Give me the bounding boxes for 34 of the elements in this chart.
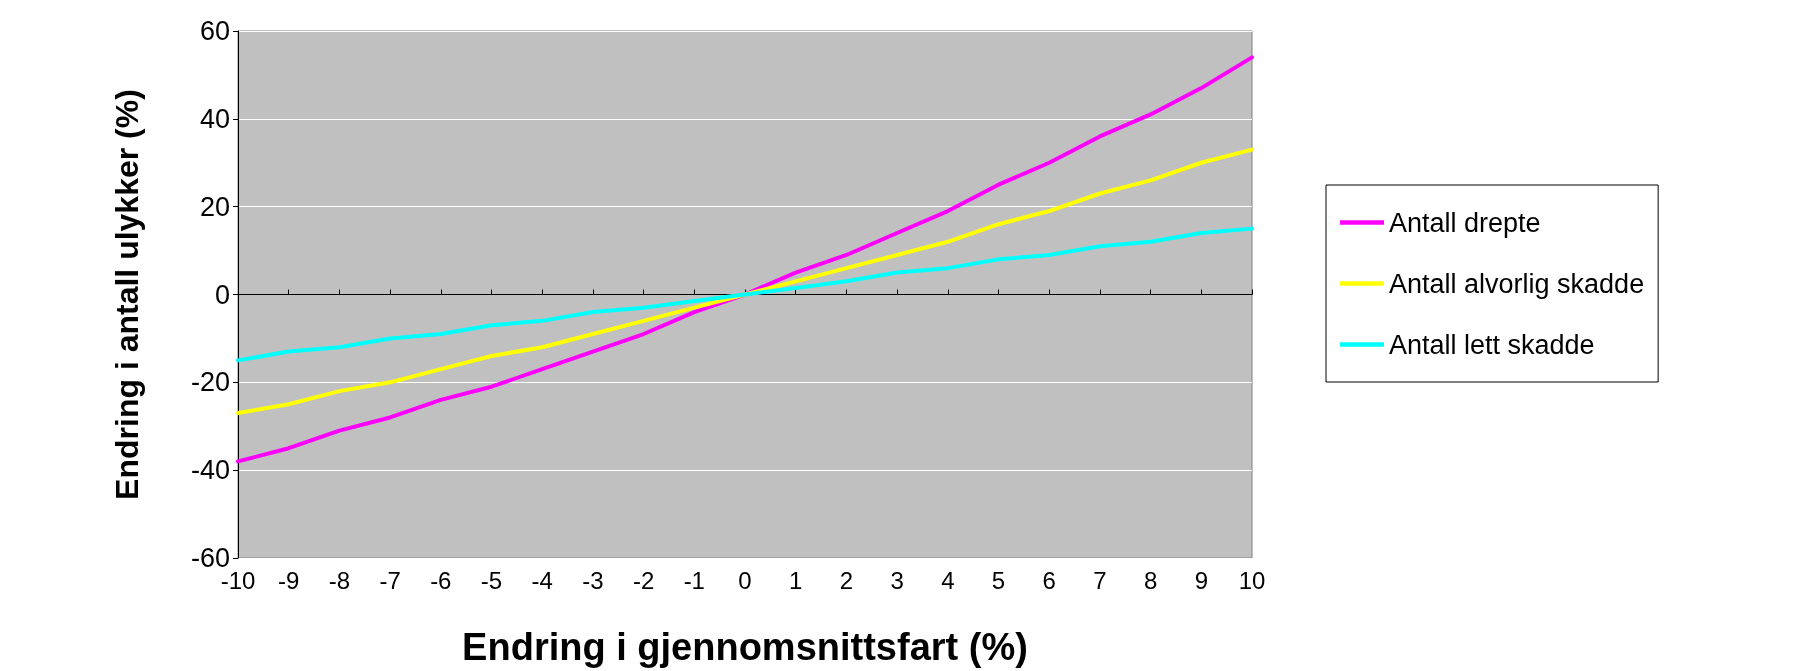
x-tick-label: 3 <box>890 566 904 594</box>
x-tick-label: -2 <box>632 566 655 594</box>
x-tick-label: 1 <box>789 566 803 594</box>
line-series <box>236 55 1254 464</box>
x-tick-label: -3 <box>582 566 604 594</box>
y-tick-label: 40 <box>199 103 230 134</box>
y-axis-title: Endring i antall ulykker (%) <box>109 89 145 500</box>
line-series <box>236 226 1254 363</box>
x-tick-label: -7 <box>379 566 401 594</box>
y-tick-label: 20 <box>199 191 230 222</box>
x-tick-label: 8 <box>1143 566 1158 594</box>
x-tick-label: 5 <box>991 566 1006 594</box>
x-tick-label: 0 <box>738 566 752 594</box>
x-tick-label: 7 <box>1093 566 1107 594</box>
x-tick-label: 4 <box>941 566 955 594</box>
x-tick-label: -8 <box>328 566 351 594</box>
x-tick-label: -4 <box>531 566 553 594</box>
legend-label: Antall lett skadde <box>1389 329 1595 360</box>
x-tick-label: -9 <box>278 566 300 594</box>
x-tick-label: -5 <box>480 566 503 594</box>
x-tick-label: -6 <box>430 566 452 594</box>
x-axis-title: Endring i gjennomsnittsfart (%) <box>462 626 1028 668</box>
x-tick-label: -1 <box>683 566 705 594</box>
line-series <box>236 147 1254 416</box>
x-tick-label: 9 <box>1194 566 1208 594</box>
x-tick-label: 2 <box>839 566 854 594</box>
y-tick-label: 0 <box>214 279 230 310</box>
y-tick-label: -20 <box>190 367 230 398</box>
legend-label: Antall alvorlig skadde <box>1389 268 1645 299</box>
legend-label: Antall drepte <box>1389 207 1541 238</box>
x-tick-label: 10 <box>1238 566 1266 594</box>
x-tick-label: 6 <box>1042 566 1056 594</box>
y-tick-label: -40 <box>190 455 230 486</box>
y-tick-label: 60 <box>199 16 230 46</box>
